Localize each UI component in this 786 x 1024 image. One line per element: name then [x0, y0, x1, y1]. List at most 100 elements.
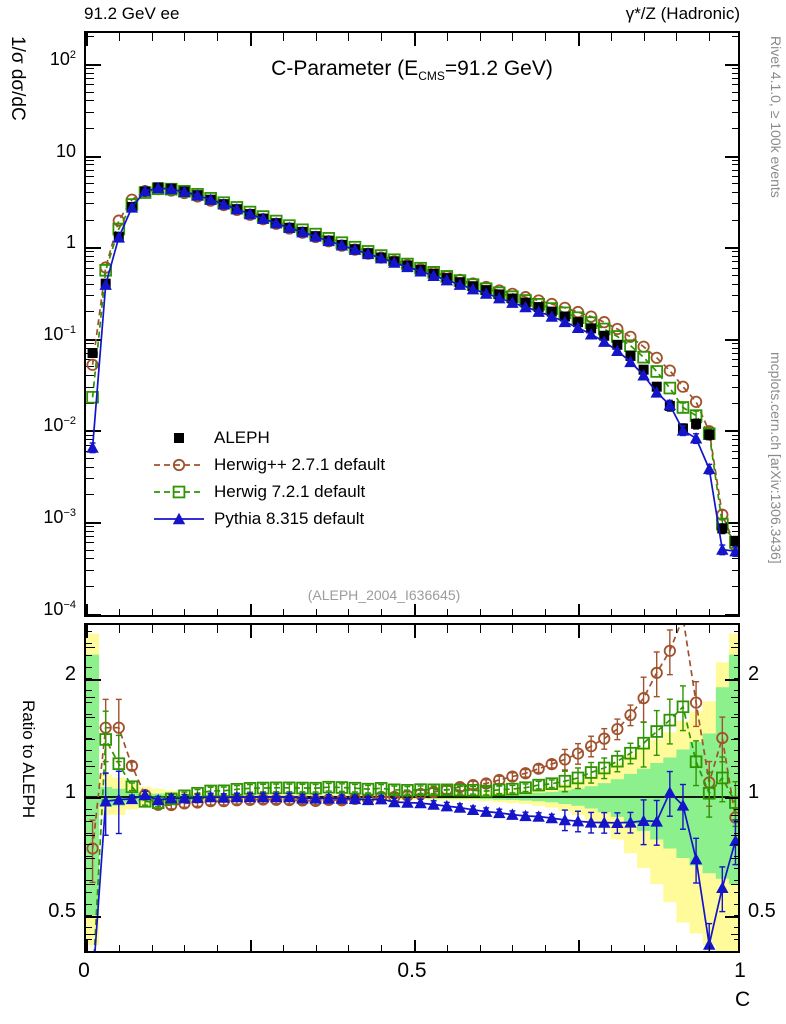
axis-tick — [86, 68, 94, 69]
axis-tick — [734, 915, 738, 916]
legend-entry-0[interactable]: ALEPH — [152, 424, 385, 451]
data-marker — [689, 432, 703, 444]
axis-tick — [725, 522, 738, 524]
axis-tick — [732, 366, 738, 367]
axis-tick — [512, 625, 513, 633]
plot-title-tail: =91.2 GeV) — [444, 57, 553, 80]
error-bar — [706, 771, 713, 818]
data-marker — [689, 755, 703, 769]
data-marker — [453, 278, 467, 290]
main-y-tick-label: 10−4 — [43, 598, 76, 619]
data-marker — [558, 753, 571, 766]
data-marker — [519, 767, 532, 780]
axis-tick — [86, 100, 94, 101]
data-marker — [414, 783, 427, 796]
axis-tick — [86, 387, 94, 388]
data-marker — [283, 221, 296, 233]
error-bar — [693, 681, 700, 728]
data-marker — [597, 761, 611, 775]
data-marker — [172, 485, 186, 498]
data-marker — [584, 766, 598, 779]
data-marker — [716, 771, 729, 785]
data-marker — [440, 783, 454, 797]
axis-tick — [86, 934, 95, 935]
axis-tick — [731, 647, 738, 648]
error-bar — [653, 709, 660, 756]
axis-tick — [731, 884, 738, 885]
data-marker — [112, 793, 125, 805]
axis-tick — [86, 868, 92, 869]
data-marker — [361, 793, 375, 806]
data-marker — [440, 274, 453, 286]
data-marker — [598, 335, 611, 347]
axis-tick — [86, 833, 92, 834]
axis-tick — [732, 164, 738, 165]
axis-tick — [86, 667, 92, 668]
axis-tick — [734, 702, 738, 703]
data-marker — [650, 815, 663, 827]
axis-tick — [152, 33, 153, 41]
header-left-label: 91.2 GeV ee — [84, 4, 180, 23]
axis-tick — [184, 609, 185, 615]
data-marker — [125, 780, 139, 794]
axis-tick — [734, 868, 738, 869]
data-marker — [493, 806, 506, 819]
legend-marker-open-square-icon — [152, 481, 206, 503]
axis-tick — [676, 625, 677, 633]
axis-tick — [86, 815, 95, 816]
axis-tick — [86, 295, 94, 296]
error-bar — [548, 779, 555, 789]
axis-tick — [283, 609, 284, 615]
data-marker — [598, 732, 611, 745]
axis-tick — [734, 821, 738, 822]
data-marker — [532, 305, 545, 317]
axis-tick — [86, 750, 92, 751]
data-marker — [519, 300, 532, 313]
legend-marker-filled-square-icon — [152, 427, 206, 449]
data-marker — [729, 834, 738, 846]
axis-tick — [611, 33, 612, 41]
data-marker — [571, 747, 585, 760]
axis-tick — [732, 451, 738, 452]
axis-tick — [512, 609, 513, 615]
legend-marker-filled-triangle-icon — [152, 508, 206, 530]
y-axis-label-ratio: Ratio to ALEPH — [19, 700, 38, 819]
data-marker — [138, 788, 152, 801]
data-marker — [703, 462, 716, 475]
axis-tick — [414, 940, 416, 951]
axis-tick — [732, 526, 738, 527]
axis-tick — [732, 348, 738, 349]
y-axis-label-main: 1/σ dσ/dC — [7, 36, 28, 121]
error-bar — [325, 782, 332, 792]
axis-tick — [578, 625, 580, 638]
data-marker — [86, 358, 99, 371]
error-bar — [483, 786, 490, 796]
axis-tick — [316, 625, 317, 633]
data-marker — [637, 736, 650, 750]
data-marker — [532, 762, 545, 775]
data-marker — [506, 782, 519, 796]
axis-tick — [732, 220, 738, 221]
axis-tick — [86, 714, 92, 715]
data-marker — [571, 815, 585, 827]
error-bar — [338, 783, 345, 793]
data-marker — [388, 795, 401, 808]
data-marker — [296, 792, 309, 804]
legend-label: Herwig 7.2.1 default — [214, 481, 366, 501]
axis-tick — [734, 631, 738, 632]
axis-tick — [86, 64, 101, 66]
axis-tick — [734, 809, 738, 810]
axis-tick — [732, 387, 738, 388]
axis-tick — [86, 766, 95, 767]
data-marker — [558, 774, 572, 788]
data-marker — [519, 781, 532, 794]
legend-entry-1[interactable]: Herwig++ 2.7.1 default — [152, 451, 385, 478]
error-bar — [456, 785, 463, 795]
legend-entry-3[interactable]: Pythia 8.315 default — [152, 505, 385, 532]
axis-tick — [86, 939, 92, 940]
axis-tick — [86, 655, 92, 656]
axis-tick — [414, 604, 416, 615]
axis-tick — [734, 690, 738, 691]
axis-tick — [734, 714, 738, 715]
legend-entry-2[interactable]: Herwig 7.2.1 default — [152, 478, 385, 505]
